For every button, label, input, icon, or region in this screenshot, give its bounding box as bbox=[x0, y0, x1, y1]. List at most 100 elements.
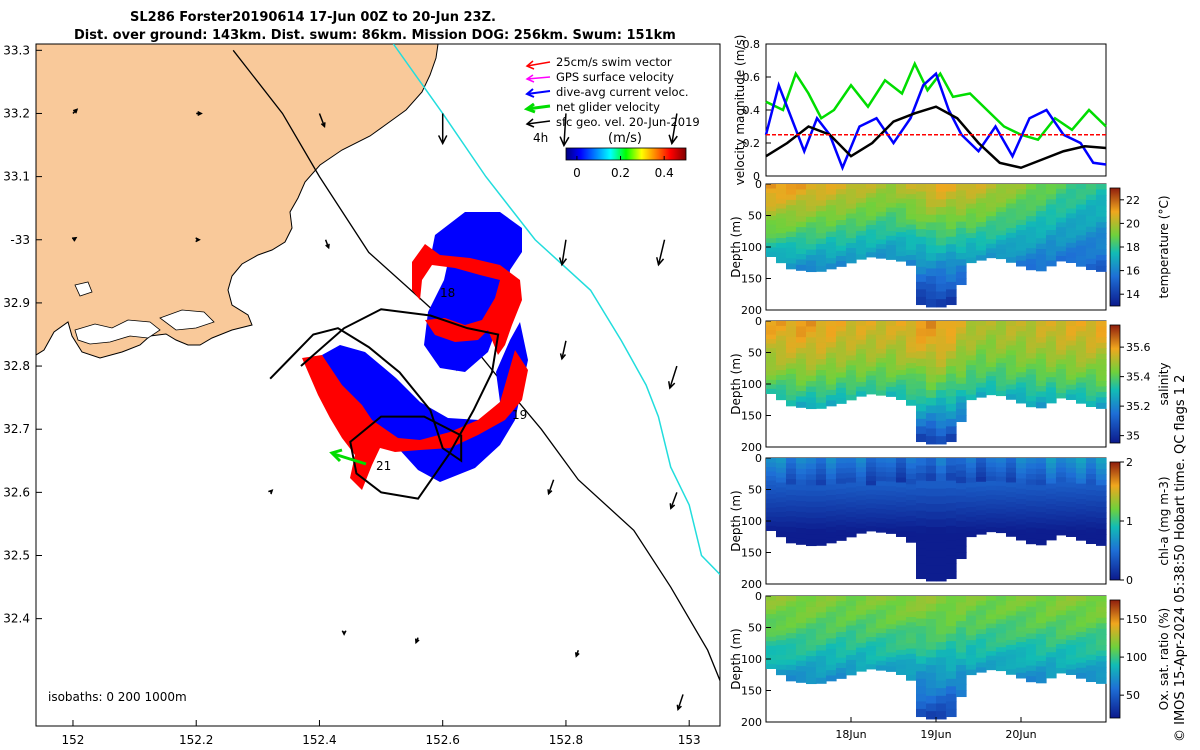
section-cell bbox=[1046, 199, 1057, 206]
section-cell bbox=[976, 203, 987, 209]
section-y-tick-label: 150 bbox=[741, 410, 762, 423]
section-cell bbox=[906, 463, 917, 470]
section-cell bbox=[1006, 389, 1017, 395]
section-cell bbox=[896, 625, 907, 631]
section-cell bbox=[846, 645, 857, 651]
section-cell bbox=[856, 353, 867, 360]
section-cell bbox=[1046, 641, 1057, 648]
section-cell bbox=[866, 330, 877, 336]
section-cell bbox=[1036, 639, 1047, 646]
swim-vector-band-south bbox=[302, 350, 528, 490]
section-cell bbox=[866, 659, 877, 665]
section-cell bbox=[796, 649, 807, 656]
section-cell bbox=[1096, 468, 1107, 475]
section-cell bbox=[786, 242, 797, 249]
section-cell bbox=[856, 372, 867, 378]
section-cell bbox=[856, 504, 867, 511]
section-cell bbox=[856, 240, 867, 246]
section-cell bbox=[1026, 676, 1037, 683]
section-cell bbox=[906, 648, 917, 655]
section-cell bbox=[1046, 534, 1057, 541]
section-cell bbox=[786, 596, 797, 602]
section-cell bbox=[1076, 184, 1087, 190]
section-cell bbox=[776, 625, 787, 631]
section-cell bbox=[806, 458, 817, 465]
section-cell bbox=[816, 205, 827, 212]
section-cell bbox=[846, 492, 857, 498]
section-y-tick-label: 50 bbox=[748, 622, 762, 635]
section-cell bbox=[856, 610, 867, 616]
section-cell bbox=[966, 340, 977, 347]
section-cell bbox=[956, 539, 967, 547]
section-cell bbox=[856, 367, 867, 374]
section-cell bbox=[916, 388, 927, 397]
section-cell bbox=[776, 193, 787, 200]
section-cell bbox=[1036, 386, 1047, 393]
section-cell bbox=[806, 397, 817, 404]
section-cell bbox=[1056, 345, 1067, 351]
section-cell bbox=[966, 507, 977, 513]
section-cell bbox=[856, 193, 867, 199]
section-cell bbox=[1076, 225, 1087, 231]
section-cell bbox=[966, 360, 977, 366]
section-cell bbox=[966, 218, 977, 224]
section-cell bbox=[886, 633, 897, 639]
section-cell bbox=[1046, 260, 1057, 267]
section-cell bbox=[1076, 321, 1087, 327]
section-cell bbox=[816, 634, 827, 641]
section-cell bbox=[986, 211, 997, 217]
section-cell bbox=[956, 321, 967, 328]
section-cell bbox=[1056, 525, 1067, 531]
section-cell bbox=[836, 642, 847, 649]
section-cell bbox=[956, 690, 967, 698]
section-cell bbox=[776, 350, 787, 356]
section-cell bbox=[936, 344, 947, 353]
section-cell bbox=[1036, 501, 1047, 508]
section-cell bbox=[1086, 527, 1097, 534]
section-cell bbox=[1006, 247, 1017, 254]
section-cell bbox=[816, 517, 827, 525]
section-cell bbox=[946, 570, 957, 580]
section-cell bbox=[1046, 667, 1057, 674]
section-cell bbox=[816, 628, 827, 635]
section-cell bbox=[796, 501, 807, 508]
section-cell bbox=[926, 230, 937, 239]
section-cell bbox=[1036, 485, 1047, 492]
section-cell bbox=[1016, 387, 1027, 394]
section-cell bbox=[826, 258, 837, 265]
section-cell bbox=[816, 639, 827, 646]
section-cell bbox=[856, 344, 867, 350]
section-cell bbox=[886, 624, 897, 630]
section-cell bbox=[946, 458, 957, 467]
section-cell bbox=[856, 386, 867, 392]
section-cell bbox=[926, 688, 937, 697]
section-cell bbox=[786, 236, 797, 243]
section-cell bbox=[1016, 498, 1027, 505]
section-cell bbox=[996, 458, 1007, 464]
section-cell bbox=[926, 336, 937, 345]
section-cell bbox=[926, 519, 937, 528]
section-cell bbox=[1036, 194, 1047, 201]
section-cell bbox=[786, 633, 797, 639]
figure-title-line2: Dist. over ground: 143km. Dist. swum: 86… bbox=[74, 28, 676, 43]
section-cell bbox=[846, 389, 857, 396]
section-cell bbox=[1076, 672, 1087, 679]
section-cell bbox=[836, 483, 847, 490]
section-cell bbox=[1006, 379, 1017, 386]
section-cell bbox=[786, 622, 797, 629]
section-cell bbox=[996, 609, 1007, 616]
section-cell bbox=[946, 633, 957, 642]
section-cell bbox=[956, 364, 967, 372]
section-cell bbox=[976, 462, 987, 469]
section-ylabel: Depth (m) bbox=[729, 353, 743, 414]
section-cell bbox=[936, 276, 947, 285]
section-cell bbox=[1046, 596, 1057, 602]
section-cell bbox=[896, 330, 907, 337]
section-cell bbox=[766, 321, 777, 327]
section-cell bbox=[1076, 199, 1087, 206]
section-cell bbox=[1016, 361, 1027, 368]
section-cell bbox=[826, 326, 837, 333]
section-cell bbox=[946, 518, 957, 527]
section-cell bbox=[776, 208, 787, 215]
section-cell bbox=[1026, 221, 1037, 228]
